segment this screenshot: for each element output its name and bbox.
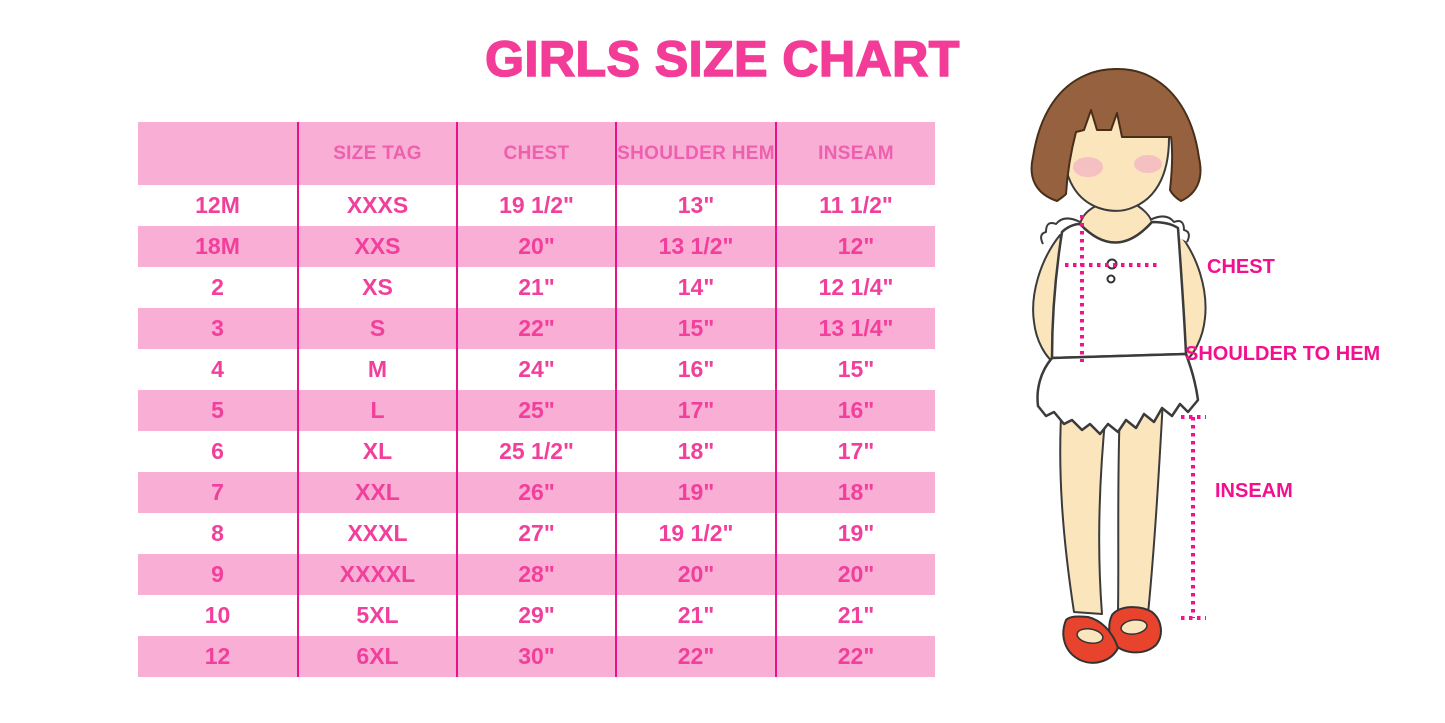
table-cell: 20" — [775, 554, 935, 595]
column-header-chest: CHEST — [456, 122, 615, 185]
table-row: 12M XXXS 19 1/2" 13" 11 1/2" — [138, 185, 935, 226]
table-row: 9 XXXXL 28" 20" 20" — [138, 554, 935, 595]
table-cell: 19 1/2" — [456, 185, 615, 226]
girl-leg-right — [1117, 399, 1164, 615]
table-cell: 21" — [615, 595, 775, 636]
column-header-size — [138, 122, 297, 185]
table-row: 6 XL 25 1/2" 18" 17" — [138, 431, 935, 472]
top-button-2 — [1106, 274, 1116, 284]
table-cell: 18M — [195, 233, 240, 259]
girl-hair — [1030, 68, 1202, 202]
table-cell: XXXS — [297, 185, 456, 226]
inseam-label: INSEAM — [1215, 480, 1293, 502]
table-row: 8 XXXL 27" 19 1/2" 19" — [138, 513, 935, 554]
table-cell: XXXL — [297, 513, 456, 554]
girl-figure-svg: CHEST SHOULDER TO HEM INSEAM — [1030, 68, 1380, 664]
table-cell: 30" — [456, 636, 615, 677]
shoe-opening-right — [1120, 619, 1148, 635]
table-cell: 11 1/2" — [775, 185, 935, 226]
table-cell: 22" — [615, 636, 775, 677]
table-cell: 21" — [775, 595, 935, 636]
table-cell: 28" — [456, 554, 615, 595]
table-cell: L — [297, 390, 456, 431]
table-cell: 6XL — [297, 636, 456, 677]
table-row: 18M XXS 20" 13 1/2" 12" — [138, 226, 935, 267]
table-cell: 15" — [775, 349, 935, 390]
table-cell: XS — [297, 267, 456, 308]
table-cell: 9 — [211, 561, 224, 587]
table-cell: 5XL — [297, 595, 456, 636]
table-cell: 4 — [211, 356, 224, 382]
table-row: 3 S 22" 15" 13 1/4" — [138, 308, 935, 349]
table-cell: 12 — [204, 643, 231, 669]
table-cell: 25 1/2" — [456, 431, 615, 472]
table-row: 2 XS 21" 14" 12 1/4" — [138, 267, 935, 308]
chest-label: CHEST — [1207, 256, 1275, 278]
girl-measurement-illustration: CHEST SHOULDER TO HEM INSEAM — [1000, 60, 1445, 680]
table-cell: XL — [297, 431, 456, 472]
girl-skirt — [1036, 352, 1200, 436]
table-cell: 17" — [775, 431, 935, 472]
table-cell: 16" — [615, 349, 775, 390]
table-cell: XXXXL — [297, 554, 456, 595]
table-row: 7 XXL 26" 19" 18" — [138, 472, 935, 513]
table-row: 5 L 25" 17" 16" — [138, 390, 935, 431]
table-header-row: SIZE TAG CHEST SHOULDER HEM INSEAM — [138, 122, 935, 185]
table-row: 10 5XL 29" 21" 21" — [138, 595, 935, 636]
table-cell: XXS — [297, 226, 456, 267]
table-cell: 14" — [615, 267, 775, 308]
table-cell: 26" — [456, 472, 615, 513]
girl-top — [1050, 220, 1188, 360]
table-cell: 12 1/4" — [775, 267, 935, 308]
table-cell: M — [297, 349, 456, 390]
table-cell: 12" — [775, 226, 935, 267]
table-cell: S — [297, 308, 456, 349]
table-cell: XXL — [297, 472, 456, 513]
table-cell: 21" — [456, 267, 615, 308]
table-cell: 19" — [615, 472, 775, 513]
table-cell: 22" — [456, 308, 615, 349]
blush-left — [1073, 157, 1103, 177]
table-cell: 19" — [775, 513, 935, 554]
table-row: 4 M 24" 16" 15" — [138, 349, 935, 390]
column-header-size-tag: SIZE TAG — [297, 122, 456, 185]
table-cell: 2 — [211, 274, 224, 300]
table-cell: 5 — [211, 397, 224, 423]
table-cell: 13 1/2" — [615, 226, 775, 267]
table-cell: 18" — [615, 431, 775, 472]
table-cell: 27" — [456, 513, 615, 554]
table-cell: 22" — [775, 636, 935, 677]
table-cell: 12M — [195, 192, 240, 218]
table-cell: 8 — [211, 520, 224, 546]
table-cell: 20" — [615, 554, 775, 595]
page-title: GIRLS SIZE CHART — [484, 30, 960, 88]
shoulder-to-hem-label: SHOULDER TO HEM — [1185, 343, 1380, 365]
table-cell: 17" — [615, 390, 775, 431]
table-cell: 15" — [615, 308, 775, 349]
table-cell: 25" — [456, 390, 615, 431]
table-cell: 10 — [204, 602, 231, 628]
girl-leg-left — [1059, 399, 1107, 615]
table-cell: 3 — [211, 315, 224, 341]
table-cell: 24" — [456, 349, 615, 390]
table-cell: 18" — [775, 472, 935, 513]
column-header-inseam: INSEAM — [775, 122, 935, 185]
column-header-shoulder-hem: SHOULDER HEM — [615, 122, 775, 185]
table-row: 12 6XL 30" 22" 22" — [138, 636, 935, 677]
table-cell: 13" — [615, 185, 775, 226]
size-chart-table: SIZE TAG CHEST SHOULDER HEM INSEAM 12M X… — [138, 122, 935, 677]
table-cell: 13 1/4" — [775, 308, 935, 349]
table-cell: 7 — [211, 479, 224, 505]
table-cell: 6 — [211, 438, 224, 464]
table-cell: 16" — [775, 390, 935, 431]
table-cell: 29" — [456, 595, 615, 636]
table-cell: 19 1/2" — [615, 513, 775, 554]
table-cell: 20" — [456, 226, 615, 267]
blush-right — [1134, 155, 1162, 173]
shoe-opening-left — [1076, 627, 1104, 645]
